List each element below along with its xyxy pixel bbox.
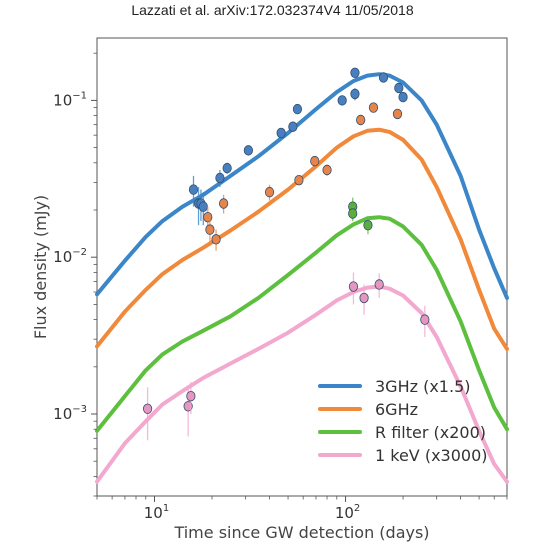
- data-point-3-4: [359, 292, 369, 304]
- y-tick-label-exp-1: −2: [72, 247, 87, 258]
- legend-label-1: 6GHz: [375, 400, 418, 419]
- x-tick-label-exp-1: 2: [354, 503, 360, 514]
- x-axis-title: Time since GW detection (days): [173, 523, 429, 542]
- y-tick-label-exp-0: −3: [72, 404, 87, 415]
- x-tick-label-1: 102: [335, 503, 360, 522]
- x-tick-label-base-1: 10: [335, 504, 354, 522]
- legend-label-3: 1 keV (x3000): [375, 446, 488, 465]
- y-tick-label-0: 10−3: [53, 404, 87, 423]
- y-tick-label-base-1: 10: [53, 248, 72, 266]
- data-point-0-8: [288, 121, 298, 132]
- model-curve-2: [95, 215, 509, 433]
- model-curve-3: [95, 284, 509, 484]
- y-tick-label-1: 10−2: [53, 247, 87, 266]
- data-point-0-3: [198, 201, 208, 212]
- model-curve-1: [95, 127, 509, 351]
- legend-label-2: R filter (x200): [375, 423, 486, 442]
- y-tick-label-base-2: 10: [53, 91, 72, 109]
- data-point-1-5: [294, 174, 304, 186]
- data-point-1-0: [203, 211, 213, 223]
- data-point-0-11: [350, 67, 360, 78]
- data-point-0-4: [215, 172, 225, 184]
- legend-label-0: 3GHz (x1.5): [375, 377, 471, 396]
- x-tick-label-base-0: 10: [144, 504, 163, 522]
- y-tick-label-exp-2: −1: [72, 90, 87, 101]
- data-points: [142, 67, 430, 441]
- data-point-0-12: [350, 88, 360, 100]
- data-point-1-1: [205, 224, 215, 235]
- data-point-3-6: [420, 314, 430, 325]
- model-curve-0: [95, 72, 509, 300]
- data-point-0-9: [292, 103, 303, 115]
- data-point-3-2: [186, 390, 196, 402]
- data-point-0-13: [378, 72, 389, 83]
- data-point-2-1: [348, 208, 358, 219]
- data-point-1-8: [356, 114, 366, 126]
- y-tick-label-base-0: 10: [53, 405, 72, 423]
- x-tick-label-0: 101: [144, 503, 169, 522]
- y-axis-title: Flux density (mJy): [31, 195, 50, 339]
- data-point-3-3: [348, 281, 359, 292]
- data-point-0-6: [243, 145, 253, 156]
- data-point-3-0: [142, 403, 153, 414]
- header-citation: Lazzati et al. arXiv:172.032374V4 11/05/…: [131, 2, 414, 18]
- data-point-3-5: [374, 279, 384, 290]
- data-point-1-3: [219, 198, 229, 209]
- data-point-0-10: [337, 95, 347, 106]
- y-tick-label-2: 10−1: [53, 90, 87, 109]
- data-point-0-15: [398, 91, 408, 103]
- model-curves: [95, 72, 509, 484]
- data-point-0-0: [188, 184, 199, 195]
- axes: [96, 37, 508, 497]
- legend: 3GHz (x1.5) 6GHz R filter (x200) 1 keV (x30…: [318, 377, 488, 465]
- plot-frame: [96, 37, 508, 497]
- data-point-0-5: [222, 162, 232, 174]
- data-point-0-7: [276, 127, 286, 139]
- data-point-1-4: [264, 186, 275, 198]
- data-point-1-10: [392, 108, 403, 120]
- data-point-0-14: [394, 82, 404, 94]
- data-point-1-6: [310, 155, 320, 167]
- x-tick-label-exp-0: 1: [163, 503, 169, 514]
- data-point-2-2: [363, 219, 373, 231]
- data-point-1-9: [368, 102, 379, 113]
- data-point-1-2: [211, 234, 221, 245]
- data-point-1-7: [322, 164, 332, 176]
